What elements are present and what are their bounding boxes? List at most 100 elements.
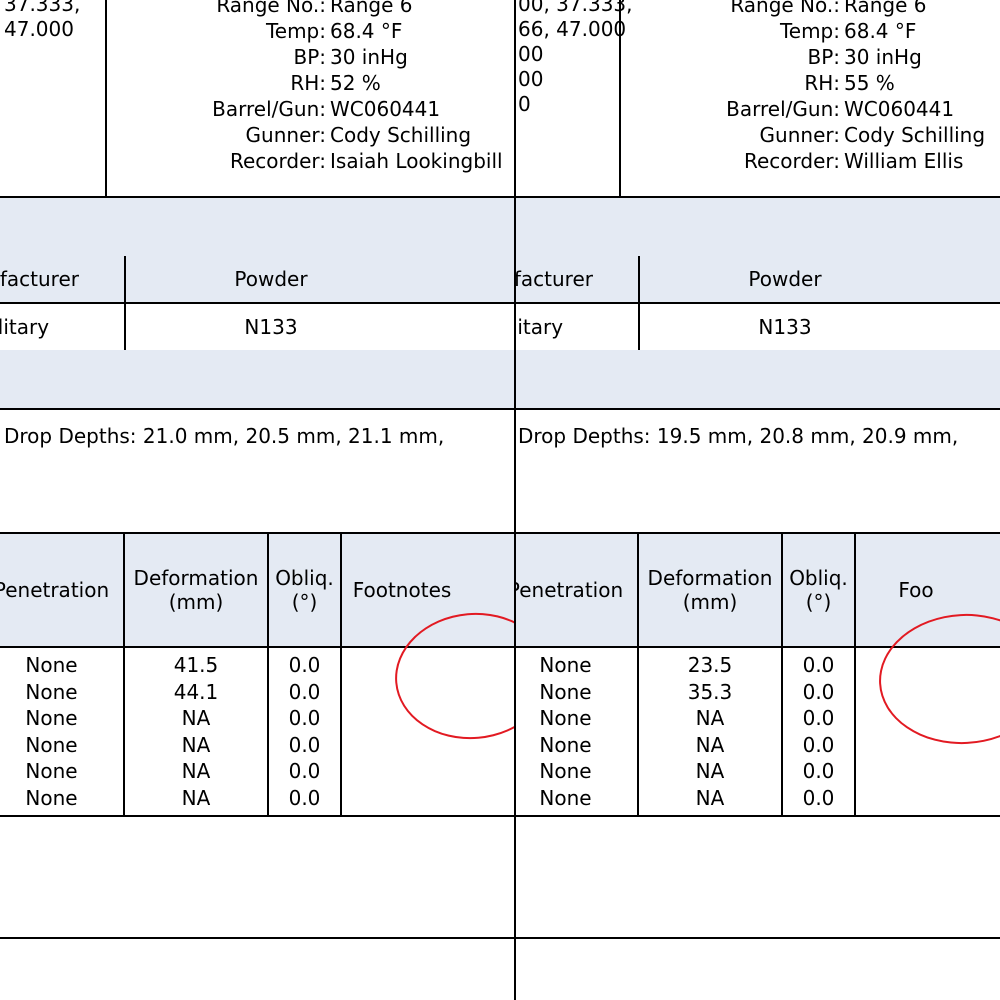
table-cell	[342, 679, 462, 706]
penetration-column: None None None None None None	[516, 648, 639, 815]
env-value: 30 inHg	[844, 45, 922, 69]
table-cell: None	[25, 679, 78, 704]
table-cell: NA	[181, 706, 211, 730]
table-cell: 0.0	[288, 759, 321, 783]
coordinate-line: 00	[518, 67, 544, 91]
env-label: Gunner:	[245, 123, 326, 147]
env-row: RH: 55 %	[654, 70, 1000, 96]
table-cell: None	[539, 706, 592, 730]
env-value: Isaiah Lookingbill	[330, 149, 503, 173]
table-cell: NA	[181, 732, 211, 757]
coordinate-line: 0	[518, 92, 531, 116]
header-divider	[105, 0, 107, 196]
materials-header-row: Manufacturer Powder	[0, 256, 514, 304]
table-cell: NA	[181, 759, 211, 783]
env-value: Cody Schilling	[844, 123, 986, 147]
manufacturer-header: Manufacturer	[516, 256, 640, 302]
table-cell: 0.0	[802, 785, 835, 810]
table-cell: None	[539, 653, 592, 677]
results-table-body: 276527632765275627812773 NoneNoneNoneNon…	[516, 609, 1000, 817]
env-row: Recorder: William Ellis	[654, 148, 1000, 174]
header-footnotes: Footnotes	[342, 534, 462, 646]
header-divider	[619, 0, 621, 196]
table-cell	[342, 705, 462, 732]
env-label: RH:	[804, 71, 840, 95]
env-value: 68.4 °F	[330, 19, 403, 43]
materials-header-row: Manufacturer Powder	[516, 256, 1000, 304]
report-header: 00, 37.333, 66, 47.000 00 00 0 Range No.: Ran…	[516, 0, 1000, 196]
env-row: Gunner: Cody Schilling	[654, 122, 1000, 148]
manufacturer-header: Manufacturer	[0, 256, 126, 302]
env-row: Temp: 68.4 °F	[654, 18, 1000, 44]
report-page: 37.333, 47.000 Range No.: Range 6 Temp: 68.4…	[0, 0, 514, 939]
header-obliquity: Obliq. (°)	[269, 534, 342, 646]
table-cell: None	[539, 785, 592, 810]
table-cell	[342, 652, 462, 679]
env-value: Cody Schilling	[330, 123, 472, 147]
table-cell: NA	[695, 732, 725, 757]
table-cell: 35.3	[687, 679, 733, 704]
table-cell: 0.0	[802, 679, 835, 704]
header-label: Obliq. (°)	[789, 566, 848, 614]
environment-block: Range No.: Range 6 Temp: 68.4 °F BP: 30 inHg R…	[654, 0, 1000, 174]
table-cell: 0.0	[288, 732, 321, 757]
report-page: 00, 37.333, 66, 47.000 00 00 0 Range No.: Ran…	[514, 0, 1000, 939]
powder-header: Powder	[748, 267, 822, 291]
manufacturer-value: Military	[0, 304, 126, 350]
header-penetration: Penetration	[0, 534, 125, 646]
env-label: BP:	[293, 45, 326, 69]
left-report-panel: 37.333, 47.000 Range No.: Range 6 Temp: 68.4…	[0, 0, 514, 939]
table-cell	[342, 732, 462, 759]
results-table-header: Avg. Vel. (ft/s) Penetration Deformation…	[514, 532, 1000, 648]
env-row: Barrel/Gun: WC060441	[654, 96, 1000, 122]
coordinates-block: 37.333, 47.000	[4, 0, 80, 42]
env-label: Range No.:	[730, 0, 840, 17]
env-value: 30 inHg	[330, 45, 408, 69]
table-cell: NA	[695, 759, 725, 783]
header-label: Deformation (mm)	[133, 566, 259, 614]
blank-section	[0, 817, 514, 939]
env-value: 68.4 °F	[844, 19, 917, 43]
table-cell: None	[539, 732, 592, 757]
table-cell: NA	[695, 785, 725, 810]
footnotes-column	[342, 648, 462, 815]
table-cell	[856, 758, 976, 785]
header-label: Penetration	[514, 578, 624, 602]
footnotes-column	[856, 648, 976, 815]
manufacturer-value: Military	[516, 304, 640, 350]
table-cell: 0.0	[802, 759, 835, 783]
table-cell: 0.0	[288, 785, 321, 810]
env-label: Barrel/Gun:	[726, 97, 840, 121]
coordinate-line: 37.333,	[4, 0, 81, 16]
env-row: BP: 30 inHg	[140, 44, 510, 70]
section-band	[0, 196, 514, 256]
powder-value: N133	[244, 315, 298, 339]
env-label: Recorder:	[743, 149, 840, 173]
right-report-panel: 00, 37.333, 66, 47.000 00 00 0 Range No.: Ran…	[514, 0, 1000, 1000]
table-cell	[342, 785, 462, 812]
table-cell	[856, 785, 976, 812]
powder-header: Powder	[234, 267, 308, 291]
table-cell	[856, 652, 976, 679]
table-cell: None	[25, 653, 78, 677]
table-cell: NA	[181, 785, 211, 810]
env-label: Temp:	[265, 19, 326, 43]
env-label: Barrel/Gun:	[212, 97, 326, 121]
header-penetration: Penetration	[514, 534, 639, 646]
env-row: Range No.: Range 6	[140, 0, 510, 18]
coordinate-line: 47.000	[4, 17, 74, 41]
env-label: Recorder:	[229, 149, 326, 173]
env-row: Recorder: Isaiah Lookingbill	[140, 148, 510, 174]
table-cell: 0.0	[802, 706, 835, 730]
section-band	[0, 350, 514, 410]
env-row: RH: 52 %	[140, 70, 510, 96]
table-cell: 0.0	[802, 653, 835, 677]
table-cell	[856, 705, 976, 732]
header-deformation: Deformation (mm)	[125, 534, 269, 646]
table-cell	[856, 732, 976, 759]
env-value: WC060441	[330, 97, 441, 121]
environment-block: Range No.: Range 6 Temp: 68.4 °F BP: 30 inHg R…	[140, 0, 510, 174]
env-row: Range No.: Range 6	[654, 0, 1000, 18]
penetration-column: None None None None None None	[0, 648, 125, 815]
